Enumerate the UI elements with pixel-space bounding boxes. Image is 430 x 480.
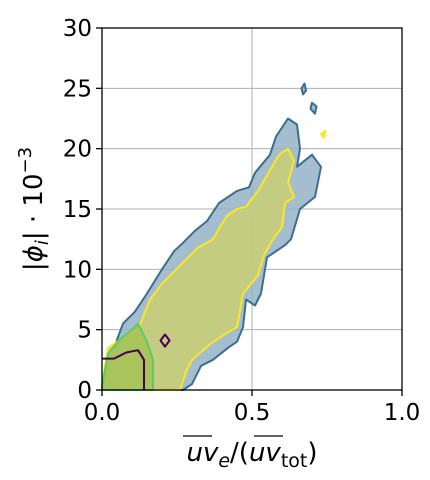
y-tick-label: 0 <box>77 378 92 404</box>
y-tick-label: 25 <box>63 76 92 102</box>
y-tick-label: 5 <box>77 318 92 344</box>
contour-region-3-0 <box>102 349 145 390</box>
x-tick-label: 0.5 <box>234 400 271 426</box>
y-tick-label: 10 <box>63 257 92 283</box>
ticks: 0.0 0.5 1.0 0 5 10 15 20 25 30 <box>63 16 421 426</box>
contour-region-0-2 <box>309 101 318 115</box>
contour-region-1-1 <box>320 129 327 139</box>
y-tick-label: 30 <box>63 16 92 42</box>
x-axis-label: uve/(uvtot) <box>183 435 318 472</box>
contour-region-0-1 <box>300 82 307 96</box>
y-axis-label: |ϕi| · 10−3 <box>15 147 53 271</box>
y-tick-label: 15 <box>63 197 92 223</box>
svg-text:uve/(uvtot): uve/(uvtot) <box>186 438 317 472</box>
contour-layer <box>101 82 327 391</box>
contour-region-3-1 <box>159 333 171 348</box>
x-tick-label: 1.0 <box>384 400 421 426</box>
contour-region-1-0 <box>101 147 295 391</box>
x-tick-label: 0.0 <box>84 400 121 426</box>
y-tick-label: 20 <box>63 137 92 163</box>
